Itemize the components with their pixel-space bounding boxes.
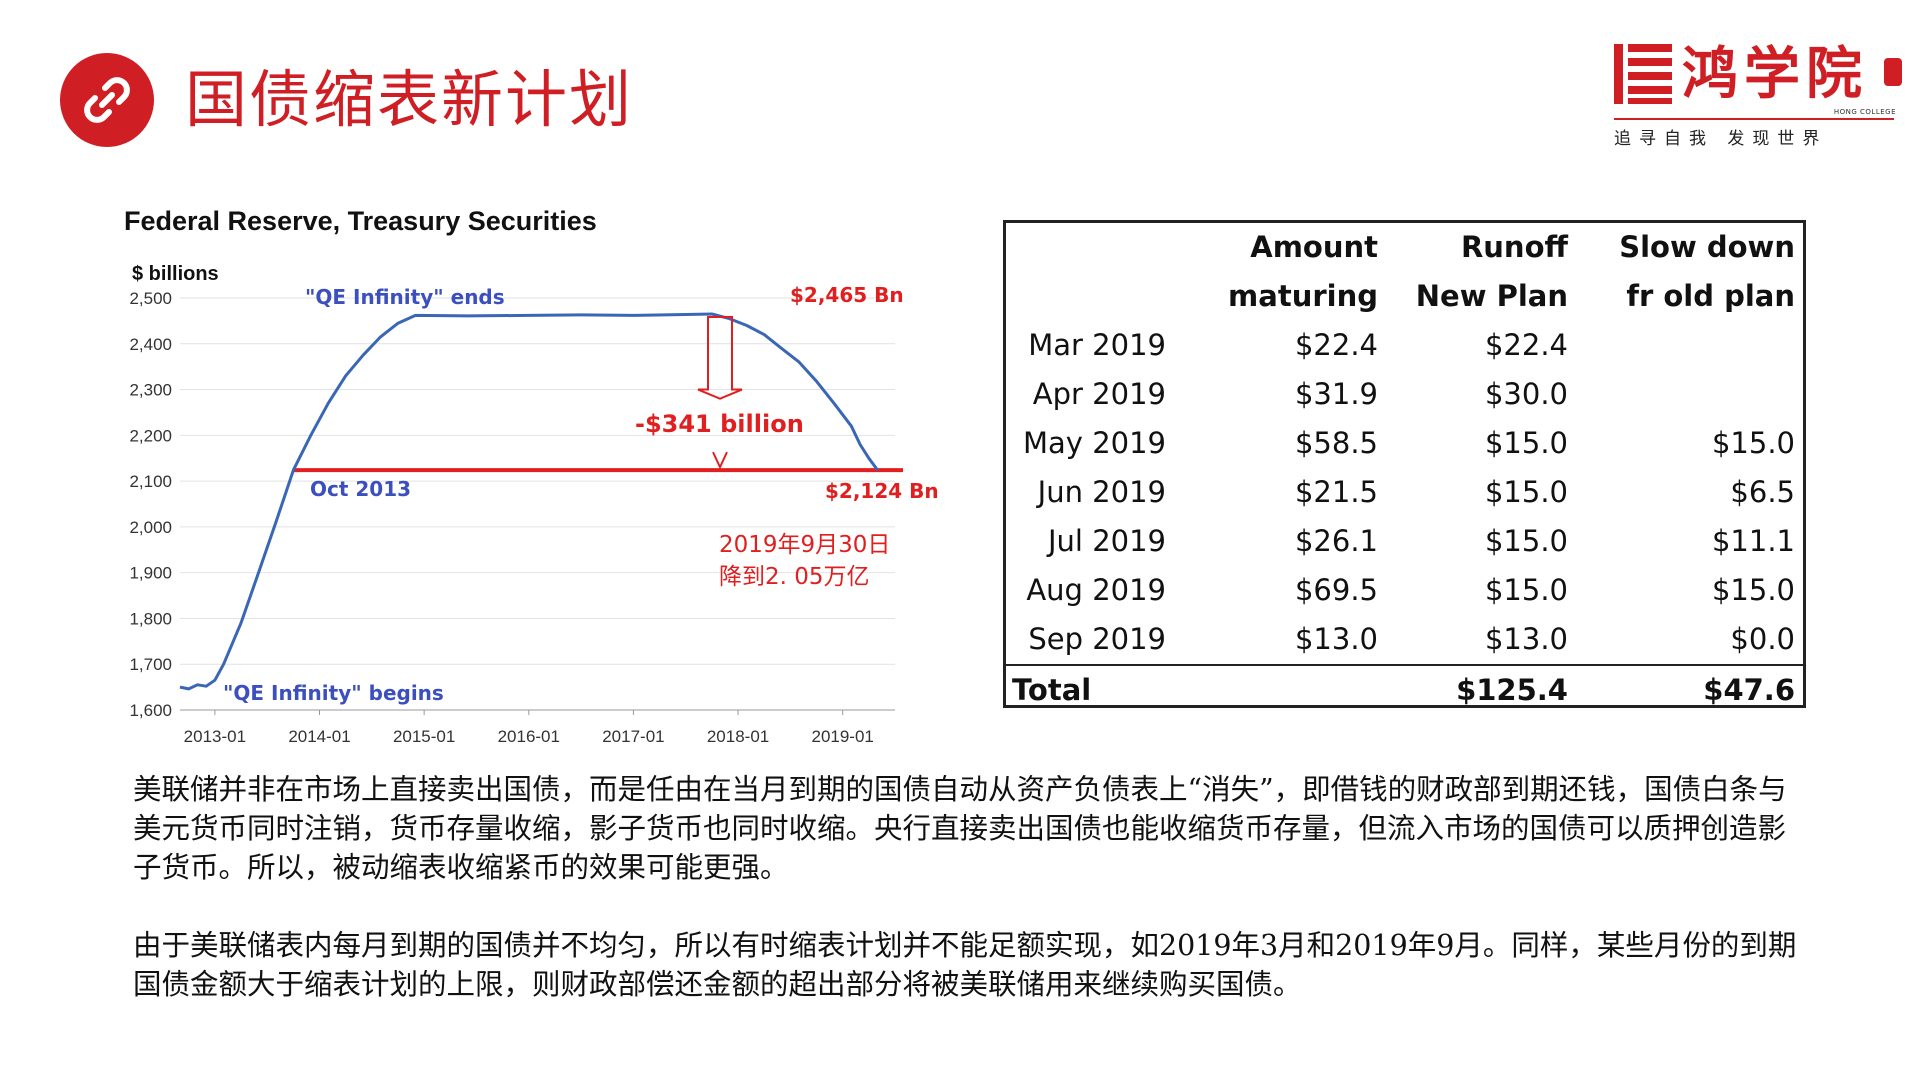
table-header <box>1006 223 1196 272</box>
table-cell: $15.0 <box>1484 573 1568 607</box>
table-cell: $15.0 <box>1484 426 1568 460</box>
annotation-start: Oct 2013 <box>310 477 411 501</box>
y-tick-label: 1,800 <box>129 609 172 628</box>
y-tick-label: 1,600 <box>129 701 172 720</box>
x-tick-label: 2019-01 <box>811 727 873 746</box>
table-cell: $30.0 <box>1484 377 1568 411</box>
table-row: Jun 2019 $21.5 $15.0 $6.5 <box>1006 468 1803 517</box>
table-cell: $13.0 <box>1294 622 1378 656</box>
table-header-row: maturing New Plan fr old plan <box>1006 272 1803 321</box>
x-tick-label: 2016-01 <box>498 727 560 746</box>
page-title: 国债缩表新计划 <box>185 63 634 136</box>
table-row: Mar 2019 $22.4 $22.4 <box>1006 321 1803 370</box>
down-arrow-icon <box>697 316 743 400</box>
y-axis-label: $ billions <box>132 263 219 285</box>
table-cell: $26.1 <box>1294 524 1378 558</box>
table-cell: $15.0 <box>1484 524 1568 558</box>
annotation-qe-ends: "QE Infinity" ends <box>305 285 505 309</box>
table-cell: $13.0 <box>1484 622 1568 656</box>
table-cell <box>1576 370 1803 419</box>
table-cell: $11.1 <box>1711 524 1795 558</box>
logo-divider <box>1614 118 1894 120</box>
table-cell: Mar 2019 <box>1028 328 1166 362</box>
college-logo: 鸿学院 HONG COLLEGE 追寻自我 发现世界 <box>1612 38 1902 149</box>
logo-motto: 追寻自我 发现世界 <box>1614 129 1828 149</box>
table-cell: Apr 2019 <box>1032 377 1166 411</box>
table-header: fr old plan <box>1626 279 1795 313</box>
table-cell: $22.4 <box>1484 328 1568 362</box>
table-cell: Aug 2019 <box>1026 573 1166 607</box>
table-cell: $69.5 <box>1294 573 1378 607</box>
table-header: Runoff <box>1460 230 1568 264</box>
x-tick-label: 2013-01 <box>184 727 246 746</box>
table-cell: Total <box>1006 664 1196 715</box>
table-cell: Jul 2019 <box>1047 524 1166 558</box>
table-header <box>1006 272 1196 321</box>
y-tick-label: 2,500 <box>129 289 172 308</box>
annotation-reduction: -$341 billion <box>635 410 804 438</box>
link-icon <box>84 77 130 123</box>
table-cell: $6.5 <box>1730 475 1795 509</box>
seal-icon <box>1884 58 1902 86</box>
table-cell: $0.0 <box>1730 622 1795 656</box>
x-tick-label: 2017-01 <box>602 727 664 746</box>
paragraph-2: 由于美联储表内每月到期的国债并不均匀，所以有时缩表计划并不能足额实现，如2019… <box>133 929 1797 1001</box>
table-cell: May 2019 <box>1023 426 1166 460</box>
y-tick-label: 1,700 <box>129 655 172 674</box>
table-header: New Plan <box>1415 279 1568 313</box>
table-row: May 2019 $58.5 $15.0 $15.0 <box>1006 419 1803 468</box>
annotation-note-line1: 2019年9月30日 <box>719 532 890 558</box>
table-total-row: Total $125.4 $47.6 <box>1006 664 1803 715</box>
series-line <box>179 312 879 691</box>
table-header: maturing <box>1228 279 1378 313</box>
logo-emblem-icon <box>1614 44 1672 104</box>
table-cell: $31.9 <box>1294 377 1378 411</box>
arrow-tip-icon <box>712 451 728 470</box>
link-icon-badge <box>60 53 154 147</box>
y-tick-label: 2,100 <box>129 472 172 491</box>
logo-name: 鸿学院 <box>1682 41 1868 107</box>
table-cell: $125.4 <box>1386 664 1576 715</box>
y-tick-label: 1,900 <box>129 564 172 583</box>
table-cell <box>1196 664 1386 715</box>
x-tick-label: 2015-01 <box>393 727 455 746</box>
y-tick-label: 2,300 <box>129 381 172 400</box>
table-cell: $15.0 <box>1711 573 1795 607</box>
x-tick-label: 2014-01 <box>288 727 350 746</box>
annotation-note-line2: 降到2. 05万亿 <box>719 564 870 590</box>
table-header-row: Amount Runoff Slow down <box>1006 223 1803 272</box>
table-row: Aug 2019 $69.5 $15.0 $15.0 <box>1006 566 1803 615</box>
runoff-table: Amount Runoff Slow down maturing New Pla… <box>1003 220 1806 715</box>
y-tick-label: 2,400 <box>129 335 172 354</box>
y-tick-label: 2,200 <box>129 426 172 445</box>
table-cell: $22.4 <box>1294 328 1378 362</box>
table-cell: $58.5 <box>1294 426 1378 460</box>
table-cell <box>1576 321 1803 370</box>
table-cell: $15.0 <box>1484 475 1568 509</box>
x-tick-label: 2018-01 <box>707 727 769 746</box>
paragraph-1: 美联储并非在市场上直接卖出国债，而是任由在当月到期的国债自动从资产负债表上“消失… <box>133 773 1787 884</box>
table-row: Apr 2019 $31.9 $30.0 <box>1006 370 1803 419</box>
chart-title: Federal Reserve, Treasury Securities <box>124 206 597 236</box>
table-header: Slow down <box>1619 230 1795 264</box>
table-cell: Jun 2019 <box>1037 475 1166 509</box>
table-cell: $21.5 <box>1294 475 1378 509</box>
y-tick-label: 2,000 <box>129 518 172 537</box>
table-cell: Sep 2019 <box>1028 622 1166 656</box>
chart-svg: Federal Reserve, Treasury Securities $ b… <box>124 206 939 746</box>
table-header: Amount <box>1250 230 1378 264</box>
annotation-end-value: $2,124 Bn <box>825 479 939 503</box>
treasury-chart: Federal Reserve, Treasury Securities $ b… <box>110 198 950 758</box>
table-cell: $15.0 <box>1711 426 1795 460</box>
table-row: Sep 2019 $13.0 $13.0 $0.0 <box>1006 615 1803 665</box>
annotation-peak: $2,465 Bn <box>790 283 904 307</box>
table-cell: $47.6 <box>1576 664 1803 715</box>
annotation-qe-begins: "QE Infinity" begins <box>223 681 444 705</box>
logo-english: HONG COLLEGE <box>1833 108 1896 116</box>
table-row: Jul 2019 $26.1 $15.0 $11.1 <box>1006 517 1803 566</box>
